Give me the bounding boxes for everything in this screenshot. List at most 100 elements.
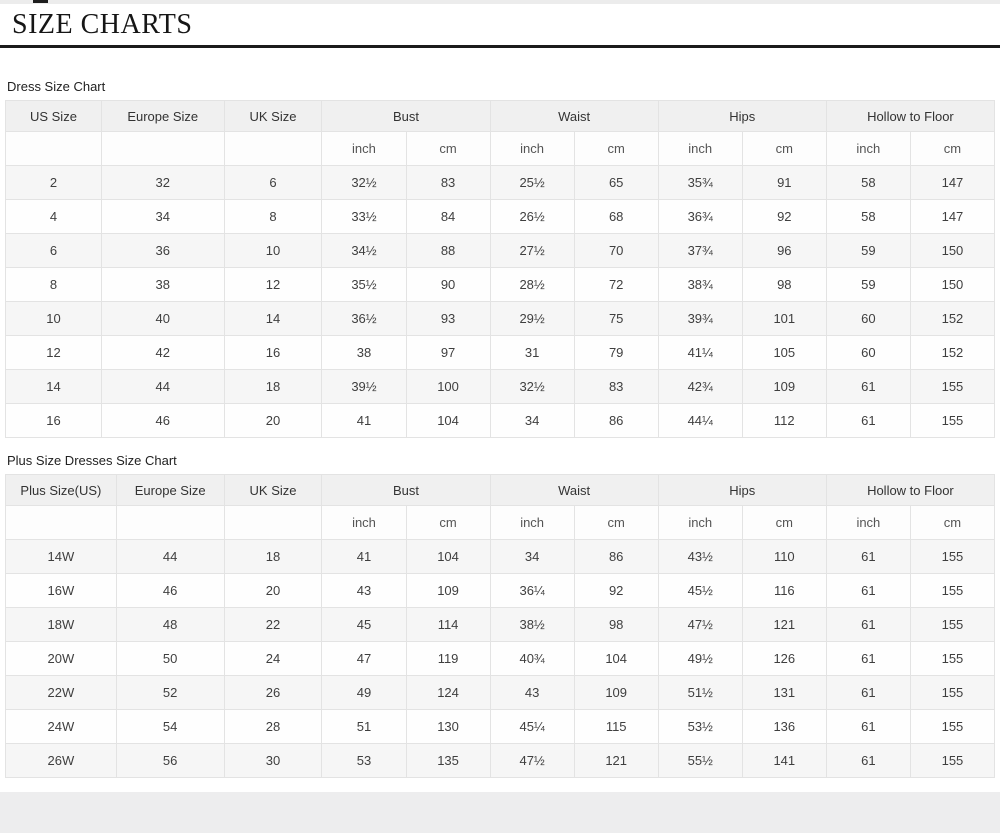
empty-header-cell — [115, 505, 225, 540]
empty-header-cell — [223, 131, 323, 166]
table-cell: 38½ — [489, 607, 575, 642]
table-cell: 16 — [223, 335, 323, 370]
unit-header: cm — [405, 131, 491, 166]
table-cell: 40¾ — [489, 641, 575, 676]
plus-size-chart-table: Plus Size(US) Europe Size UK Size Bust Waist… — [5, 474, 996, 778]
table-row: 24W 54 28 51 130 45¼ 115 53½ 136 61 155 — [5, 709, 996, 744]
header-row: Plus Size(US) Europe Size UK Size Bust Waist… — [5, 474, 996, 506]
table-cell: 45½ — [657, 573, 743, 608]
table-cell: 36 — [100, 233, 225, 268]
table-cell: 96 — [741, 233, 827, 268]
table-cell: 36½ — [321, 301, 407, 336]
table-cell: 155 — [909, 709, 996, 744]
table-cell: 92 — [573, 573, 659, 608]
table-cell: 34 — [489, 539, 575, 574]
table-cell: 10 — [223, 233, 323, 268]
table-cell: 124 — [405, 675, 491, 710]
table-cell: 39½ — [321, 369, 407, 404]
column-header: Europe Size — [100, 100, 225, 132]
table-cell: 61 — [825, 743, 911, 778]
table-cell: 52 — [115, 675, 225, 710]
table-cell: 109 — [741, 369, 827, 404]
table-cell: 33½ — [321, 199, 407, 234]
unit-header: cm — [573, 505, 659, 540]
table-cell: 147 — [909, 199, 996, 234]
table-cell: 18 — [223, 539, 323, 574]
table-row: 2 32 6 32½ 83 25½ 65 35¾ 91 58 147 — [5, 165, 996, 200]
table-cell: 155 — [909, 675, 996, 710]
dress-size-chart-table: US Size Europe Size UK Size Bust Waist Hips Ho… — [5, 100, 996, 438]
table-cell: 22W — [5, 675, 117, 710]
table-cell: 12 — [5, 335, 102, 370]
table-cell: 91 — [741, 165, 827, 200]
table-cell: 26W — [5, 743, 117, 778]
table-row: 26W 56 30 53 135 47½ 121 55½ 141 61 155 — [5, 743, 996, 778]
table-cell: 79 — [573, 335, 659, 370]
unit-header-row: inch cm inch cm inch cm inch cm — [5, 505, 996, 540]
table-cell: 61 — [825, 573, 911, 608]
table-cell: 47 — [321, 641, 407, 676]
column-header: Hollow to Floor — [825, 100, 996, 132]
table-cell: 32½ — [321, 165, 407, 200]
table-cell: 46 — [115, 573, 225, 608]
unit-header: cm — [741, 505, 827, 540]
table-cell: 16W — [5, 573, 117, 608]
table-cell: 121 — [573, 743, 659, 778]
table-cell: 86 — [573, 403, 659, 438]
table-cell: 14 — [223, 301, 323, 336]
table-cell: 109 — [573, 675, 659, 710]
table-cell: 22 — [223, 607, 323, 642]
table-cell: 48 — [115, 607, 225, 642]
table-cell: 35½ — [321, 267, 407, 302]
table-cell: 51 — [321, 709, 407, 744]
table-cell: 32 — [100, 165, 225, 200]
table-cell: 61 — [825, 641, 911, 676]
table-cell: 104 — [405, 539, 491, 574]
table-cell: 43½ — [657, 539, 743, 574]
table-cell: 90 — [405, 267, 491, 302]
plus-size-chart-section: Plus Size Dresses Size Chart Plus Size(U… — [5, 453, 996, 778]
table-cell: 8 — [5, 267, 102, 302]
table-cell: 38¾ — [657, 267, 743, 302]
table-cell: 20W — [5, 641, 117, 676]
table-cell: 61 — [825, 675, 911, 710]
table-cell: 30 — [223, 743, 323, 778]
table-cell: 60 — [825, 301, 911, 336]
unit-header: cm — [573, 131, 659, 166]
table-cell: 109 — [405, 573, 491, 608]
table-cell: 58 — [825, 165, 911, 200]
column-header: Waist — [489, 100, 659, 132]
top-strip — [0, 0, 1000, 4]
table-cell: 26½ — [489, 199, 575, 234]
column-header: Plus Size(US) — [5, 474, 117, 506]
table-cell: 61 — [825, 539, 911, 574]
column-header: Waist — [489, 474, 659, 506]
table-row: 14W 44 18 41 104 34 86 43½ 110 61 155 — [5, 539, 996, 574]
table-row: 12 42 16 38 97 31 79 41¼ 105 60 152 — [5, 335, 996, 370]
table-cell: 61 — [825, 403, 911, 438]
table-row: 14 44 18 39½ 100 32½ 83 42¾ 109 61 155 — [5, 369, 996, 404]
table-cell: 56 — [115, 743, 225, 778]
unit-header: inch — [321, 505, 407, 540]
table-cell: 126 — [741, 641, 827, 676]
page-title: SIZE CHARTS — [12, 9, 193, 40]
table-cell: 110 — [741, 539, 827, 574]
table-cell: 10 — [5, 301, 102, 336]
table-cell: 98 — [741, 267, 827, 302]
unit-header-row: inch cm inch cm inch cm inch cm — [5, 131, 996, 166]
table-cell: 100 — [405, 369, 491, 404]
table-cell: 36¾ — [657, 199, 743, 234]
column-header: Bust — [321, 474, 491, 506]
table-cell: 18 — [223, 369, 323, 404]
table-cell: 47½ — [657, 607, 743, 642]
table-cell: 155 — [909, 573, 996, 608]
table-cell: 70 — [573, 233, 659, 268]
table-cell: 20 — [223, 573, 323, 608]
table-cell: 37¾ — [657, 233, 743, 268]
table-cell: 141 — [741, 743, 827, 778]
table-cell: 26 — [223, 675, 323, 710]
table-cell: 84 — [405, 199, 491, 234]
table-cell: 92 — [741, 199, 827, 234]
table-cell: 44 — [100, 369, 225, 404]
table-cell: 59 — [825, 233, 911, 268]
